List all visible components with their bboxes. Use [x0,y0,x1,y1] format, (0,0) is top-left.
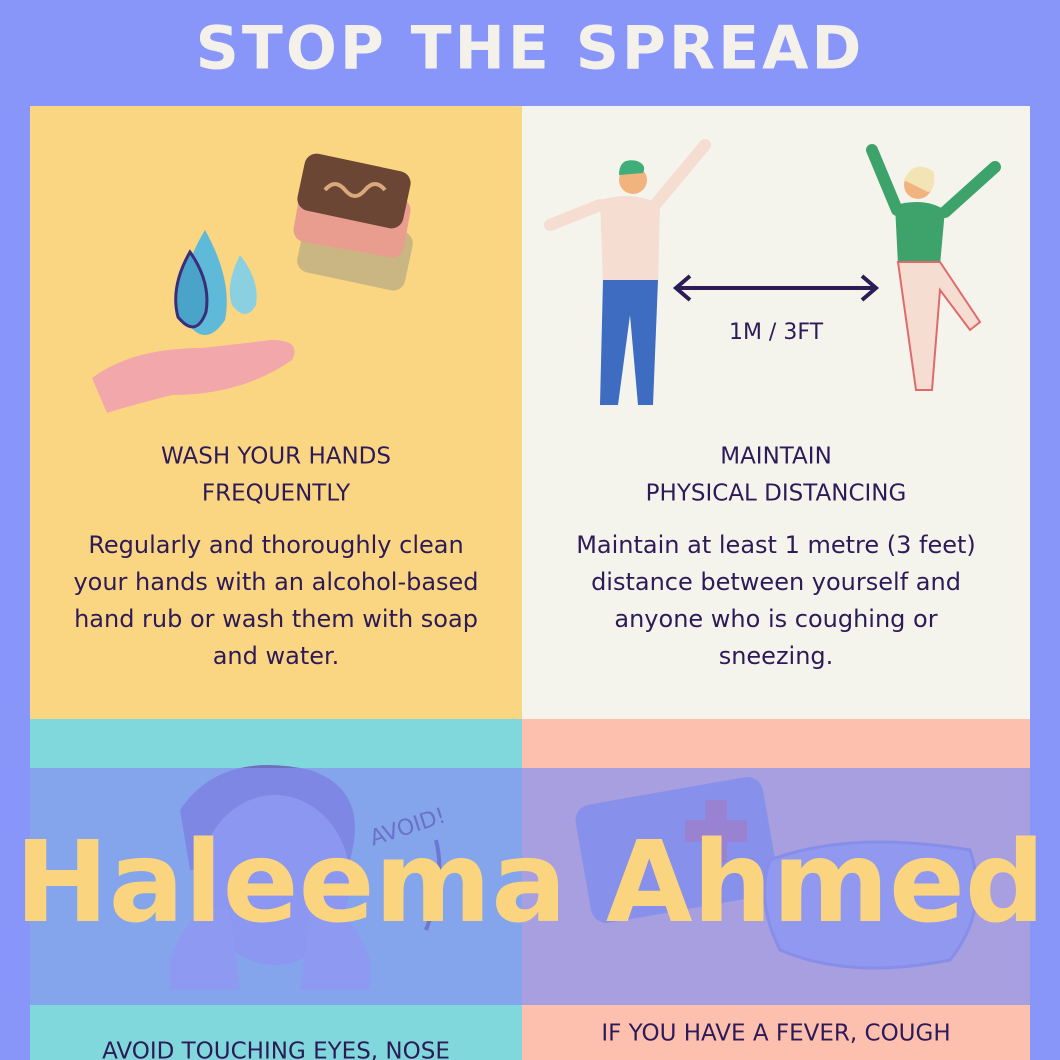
panel-heading: PHYSICAL DISTANCING [646,481,907,507]
panel-body: your hands with an alcohol-based [73,568,478,596]
panel-body: Maintain at least 1 metre (3 feet) [576,531,976,559]
distance-label: 1M / 3FT [729,320,824,345]
distance-illustration [544,139,1001,405]
panel-body: distance between yourself and [591,568,961,596]
panel-body: hand rub or wash them with soap [74,605,478,633]
watermark: Haleema Ahmed [15,818,1045,948]
panel-heading: MAINTAIN [720,444,832,470]
panel-body: and water. [213,642,340,670]
panel-heading: FREQUENTLY [202,481,351,507]
wash-illustration [92,153,413,413]
panel-heading: IF YOU HAVE A FEVER, COUGH [601,1021,950,1047]
title: STOP THE SPREAD [196,14,865,84]
watermark-band [30,768,1030,1005]
panel-wash [30,106,522,719]
panel-body: anyone who is coughing or [614,605,937,633]
panel-heading: AVOID TOUCHING EYES, NOSE [102,1039,450,1060]
panel-body: sneezing. [719,642,834,670]
panel-body: Regularly and thoroughly clean [88,531,463,559]
panel-heading: WASH YOUR HANDS [161,444,391,470]
